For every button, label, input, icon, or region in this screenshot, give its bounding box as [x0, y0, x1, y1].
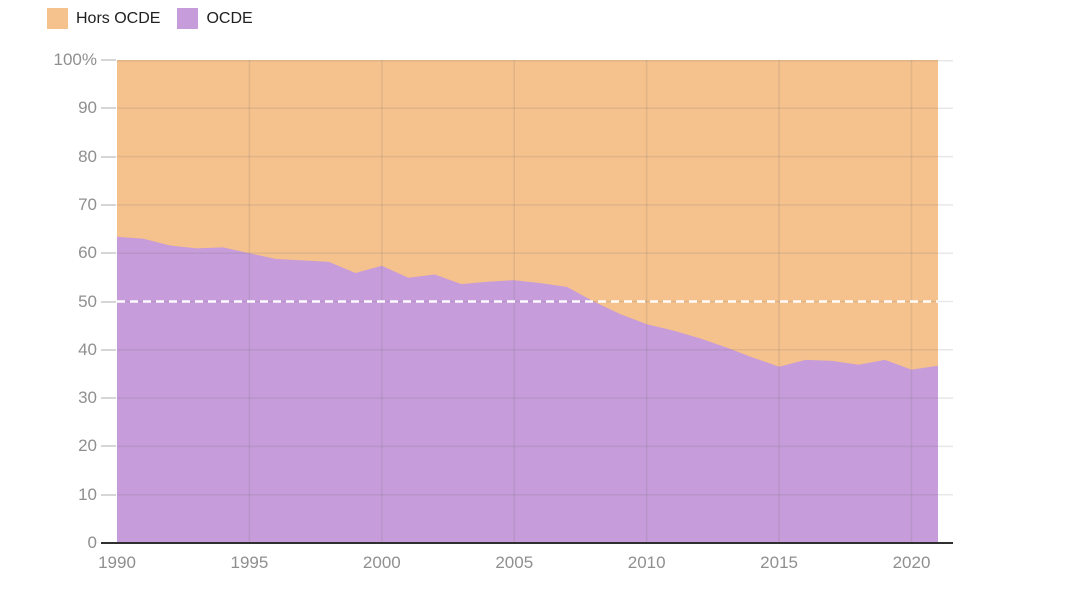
y-axis-label: 90 — [78, 98, 97, 118]
legend-item-hors-ocde[interactable]: Hors OCDE — [47, 8, 160, 29]
x-axis-label: 2000 — [362, 553, 401, 572]
legend-swatch-ocde — [177, 8, 199, 29]
y-axis-tick — [101, 300, 116, 303]
y-axis-tick — [101, 348, 116, 351]
x-axis-label: 2010 — [627, 553, 666, 572]
x-axis-label: 1995 — [230, 553, 269, 572]
y-axis-tick — [101, 107, 116, 110]
y-axis-tick — [101, 445, 116, 448]
legend-swatch-hors-ocde — [47, 8, 68, 29]
y-axis-tick — [101, 397, 116, 400]
legend-item-ocde[interactable]: OCDE — [177, 8, 253, 29]
y-axis-label: 70 — [78, 194, 97, 214]
area-ocde — [117, 236, 938, 543]
y-axis-tick — [101, 203, 116, 206]
y-axis-tick — [101, 252, 116, 255]
chart-svg[interactable] — [117, 60, 953, 543]
y-axis-label: 100% — [53, 50, 97, 69]
x-axis-line — [101, 542, 953, 544]
legend-label-ocde: OCDE — [206, 9, 253, 27]
x-axis-label: 1990 — [98, 553, 136, 572]
y-axis-label: 80 — [78, 146, 97, 166]
y-axis-tick — [101, 493, 116, 496]
x-axis-label: 2015 — [760, 553, 798, 572]
x-axis-label: 2005 — [495, 553, 534, 572]
y-axis-label: 40 — [78, 339, 97, 359]
y-axis-label: 10 — [78, 484, 97, 504]
x-axis-label: 2020 — [892, 553, 931, 572]
y-axis-label: 60 — [78, 243, 97, 263]
y-axis-label: 50 — [78, 291, 97, 311]
y-axis-label: 0 — [87, 533, 97, 552]
y-axis-label: 20 — [78, 436, 97, 456]
y-axis-label: 30 — [78, 388, 97, 408]
y-axis-tick — [101, 155, 116, 158]
legend-label-hors-ocde: Hors OCDE — [76, 9, 161, 27]
chart-legend: Hors OCDE OCDE — [47, 8, 253, 29]
y-axis-tick — [101, 59, 116, 61]
